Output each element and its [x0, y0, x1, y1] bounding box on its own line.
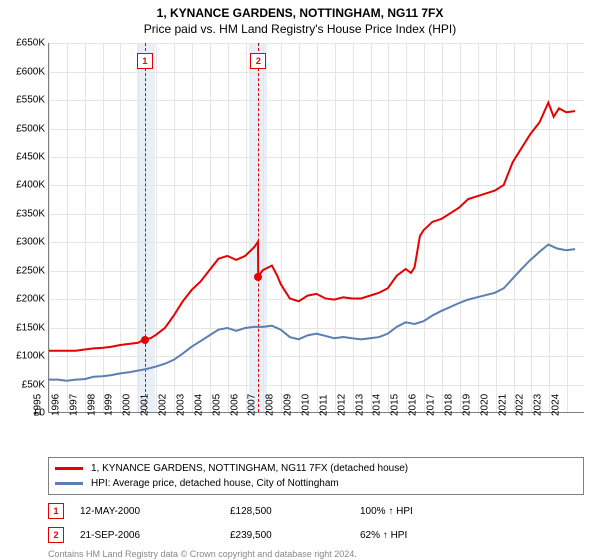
y-axis-label: £250K — [16, 265, 45, 276]
chart-footer: Contains HM Land Registry data © Crown c… — [48, 549, 584, 560]
y-axis-label: £50K — [22, 379, 45, 390]
sale-event-row: 1 12-MAY-2000£128,500100% ↑ HPI — [48, 503, 584, 519]
y-axis-label: £600K — [16, 66, 45, 77]
data-series-line — [49, 103, 575, 351]
y-axis-label: £300K — [16, 237, 45, 248]
legend-label: HPI: Average price, detached house, City… — [91, 476, 339, 491]
sale-event-row: 2 21-SEP-2006£239,50062% ↑ HPI — [48, 527, 584, 543]
legend-item: 1, KYNANCE GARDENS, NOTTINGHAM, NG11 7FX… — [55, 461, 577, 476]
sale-event-date: 21-SEP-2006 — [80, 530, 230, 541]
sale-event-price: £239,500 — [230, 530, 360, 541]
legend-label: 1, KYNANCE GARDENS, NOTTINGHAM, NG11 7FX… — [91, 461, 408, 476]
event-marker-badge: 2 — [250, 53, 266, 69]
chart-title-block: 1, KYNANCE GARDENS, NOTTINGHAM, NG11 7FX… — [0, 0, 600, 37]
y-axis-label: £500K — [16, 123, 45, 134]
y-axis-label: £650K — [16, 38, 45, 49]
y-axis-label: £350K — [16, 208, 45, 219]
sale-event-dot — [254, 273, 262, 281]
chart-title-line1: 1, KYNANCE GARDENS, NOTTINGHAM, NG11 7FX — [0, 6, 600, 22]
sale-event-marker-badge: 2 — [48, 527, 64, 543]
y-axis-label: £200K — [16, 294, 45, 305]
legend-swatch — [55, 482, 83, 485]
line-series-svg — [49, 43, 584, 412]
plot-area: £0£50K£100K£150K£200K£250K£300K£350K£400… — [48, 43, 584, 413]
legend-box: 1, KYNANCE GARDENS, NOTTINGHAM, NG11 7FX… — [48, 457, 584, 495]
y-axis-label: £150K — [16, 322, 45, 333]
data-series-line — [49, 245, 575, 381]
chart-area: £0£50K£100K£150K£200K£250K£300K£350K£400… — [48, 43, 584, 413]
sale-events-list: 1 12-MAY-2000£128,500100% ↑ HPI 2 21-SEP-20… — [0, 503, 600, 543]
event-marker-badge: 1 — [137, 53, 153, 69]
footer-line-1: Contains HM Land Registry data © Crown c… — [48, 549, 584, 560]
y-axis-label: £100K — [16, 351, 45, 362]
y-axis-label: £450K — [16, 152, 45, 163]
y-axis-label: £400K — [16, 180, 45, 191]
sale-event-pct: 62% ↑ HPI — [360, 530, 490, 541]
y-axis-label: £550K — [16, 95, 45, 106]
sale-event-marker-badge: 1 — [48, 503, 64, 519]
legend-item: HPI: Average price, detached house, City… — [55, 476, 577, 491]
chart-title-line2: Price paid vs. HM Land Registry's House … — [0, 22, 600, 38]
legend-swatch — [55, 467, 83, 470]
sale-event-date: 12-MAY-2000 — [80, 506, 230, 517]
sale-event-pct: 100% ↑ HPI — [360, 506, 490, 517]
sale-event-price: £128,500 — [230, 506, 360, 517]
sale-event-dot — [141, 336, 149, 344]
x-axis-label: 1995 — [33, 394, 44, 416]
